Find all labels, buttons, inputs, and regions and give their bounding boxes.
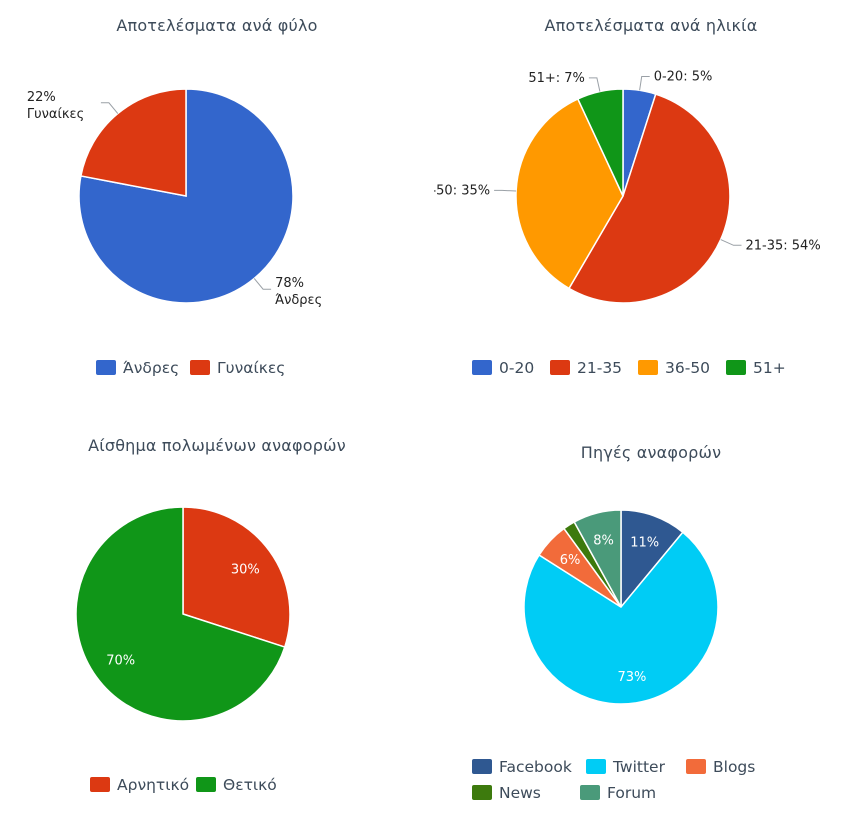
legend-label: 36-50 xyxy=(665,359,710,377)
legend-swatch xyxy=(196,777,216,792)
legend-swatch xyxy=(96,360,116,375)
pie-chart-gender: 78% Άνδρες 22% Γυναίκες Άνδρες Γυναίκες xyxy=(27,88,322,377)
slice-label-forum: 8% xyxy=(593,533,614,548)
legend-item-21-35[interactable]: 21-35 xyxy=(550,359,622,377)
leader-line-άνδρες xyxy=(253,278,272,290)
legend-item-36-50[interactable]: 36-50 xyxy=(638,359,710,377)
slice-label-51: 51+: 7% xyxy=(528,71,585,86)
legend-item-news[interactable]: News xyxy=(472,784,541,802)
legend-item-άνδρες[interactable]: Άνδρες xyxy=(96,359,179,377)
slice-name-άνδρες: Άνδρες xyxy=(275,293,322,308)
chart-title: Αποτελέσματα ανά φύλο xyxy=(116,16,318,35)
pie-slice-51[interactable] xyxy=(576,88,624,197)
pie-chart-sentiment: 30% 70% Αρνητικό Θετικό xyxy=(75,506,291,794)
legend-swatch xyxy=(472,759,492,774)
chart-title: Αίσθημα πολωμένων αναφορών xyxy=(88,436,346,455)
legend-label: Θετικό xyxy=(223,776,277,794)
legend-label: Twitter xyxy=(612,758,666,776)
pie-slice-αρνητικό[interactable] xyxy=(182,506,291,649)
legend-label: Άνδρες xyxy=(123,359,179,377)
pie-slice-36-50[interactable] xyxy=(515,97,624,290)
legend-swatch xyxy=(686,759,706,774)
pie-slice-21-35[interactable] xyxy=(567,93,731,304)
legend-label: Blogs xyxy=(713,758,755,776)
legend-item-forum[interactable]: Forum xyxy=(580,784,656,802)
slice-label-0-20: 0-20: 5% xyxy=(654,70,713,85)
pie-chart-age: 0-20: 5% 21-35: 54% 36-50: 35% 51+: 7% 0-20 2… xyxy=(434,70,821,378)
legend-item-51[interactable]: 51+ xyxy=(726,359,786,377)
legend-label: 0-20 xyxy=(499,359,534,377)
pie-slice-θετικό[interactable] xyxy=(75,506,286,722)
legend-swatch xyxy=(586,759,606,774)
legend-item-γυναίκες[interactable]: Γυναίκες xyxy=(190,359,285,377)
slice-label-blogs: 6% xyxy=(560,553,581,568)
chart-panel-sources: Πηγές αναφορών 11% 73% 6% 8% Facebook Twitter… xyxy=(434,419,868,838)
slice-label-άνδρες: 78% xyxy=(275,276,304,291)
pie-slice-forum[interactable] xyxy=(573,509,622,608)
legend-item-facebook[interactable]: Facebook xyxy=(472,758,572,776)
chart-panel-gender: Αποτελέσματα ανά φύλο 78% Άνδρες 22% Γυναίκ… xyxy=(0,0,434,419)
chart-panel-age: Αποτελέσματα ανά ηλικία 0-20: 5% 21-35: 5… xyxy=(434,0,868,419)
chart-panel-sentiment: Αίσθημα πολωμένων αναφορών 30% 70% Αρνητικ… xyxy=(0,419,434,838)
slice-label-θετικό: 70% xyxy=(106,653,135,668)
leader-line-51 xyxy=(588,77,601,92)
legend-swatch xyxy=(472,360,492,375)
legend-item-blogs[interactable]: Blogs xyxy=(686,758,755,776)
leader-line-0-20 xyxy=(639,76,650,91)
slice-label-facebook: 11% xyxy=(630,535,659,550)
legend-item-αρνητικό[interactable]: Αρνητικό xyxy=(90,776,189,794)
legend-item-0-20[interactable]: 0-20 xyxy=(472,359,534,377)
chart-title: Πηγές αναφορών xyxy=(580,443,722,462)
pie-slice-άνδρες[interactable] xyxy=(78,88,294,304)
slice-label-21-35: 21-35: 54% xyxy=(746,238,821,253)
leader-line-21-35 xyxy=(720,239,742,246)
legend-label: Facebook xyxy=(499,758,572,776)
slice-label-36-50: 36-50: 35% xyxy=(434,183,490,198)
legend-label: News xyxy=(499,784,541,802)
legend-label: 51+ xyxy=(753,359,786,377)
legend-label: 21-35 xyxy=(577,359,622,377)
legend-swatch xyxy=(550,360,570,375)
legend-swatch xyxy=(190,360,210,375)
legend-label: Αρνητικό xyxy=(117,776,189,794)
slice-name-γυναίκες: Γυναίκες xyxy=(27,107,84,122)
slice-label-twitter: 73% xyxy=(617,670,646,685)
slice-label-αρνητικό: 30% xyxy=(231,563,260,578)
slice-label-γυναίκες: 22% xyxy=(27,90,56,105)
legend-swatch xyxy=(90,777,110,792)
legend-swatch xyxy=(580,785,600,800)
chart-title: Αποτελέσματα ανά ηλικία xyxy=(544,16,758,35)
pie-slice-twitter[interactable] xyxy=(523,531,719,705)
legend-item-twitter[interactable]: Twitter xyxy=(586,758,666,776)
leader-line-36-50 xyxy=(494,189,517,192)
pie-slice-facebook[interactable] xyxy=(620,509,684,610)
legend-label: Γυναίκες xyxy=(217,359,285,377)
pie-chart-sources: 11% 73% 6% 8% Facebook Twitter Blogs News Forum xyxy=(472,509,755,802)
leader-line-γυναίκες xyxy=(100,102,119,114)
legend-swatch xyxy=(472,785,492,800)
legend-swatch xyxy=(726,360,746,375)
legend-label: Forum xyxy=(607,784,656,802)
legend-item-θετικό[interactable]: Θετικό xyxy=(196,776,277,794)
legend-swatch xyxy=(638,360,658,375)
